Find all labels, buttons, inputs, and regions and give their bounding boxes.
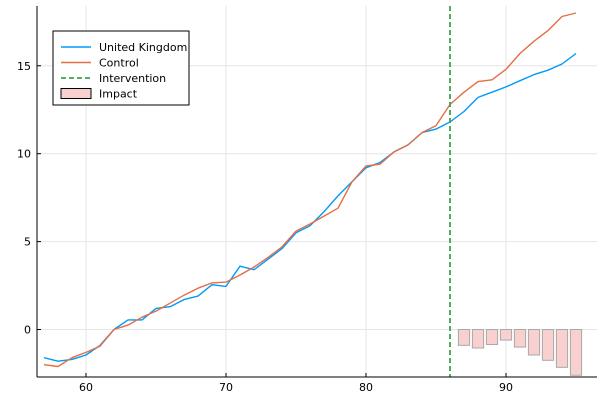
impact-bar [527,329,541,356]
legend-label: United Kingdom [99,41,187,54]
legend-label: Intervention [99,72,166,85]
y-tick-label: 10 [17,148,31,161]
y-tick-label: 0 [24,324,31,337]
uk-series-line [43,52,577,362]
impact-bar [457,329,471,346]
legend-label: Control [99,57,139,70]
y-tick-label: 15 [17,60,31,73]
impact-bar [513,329,527,348]
control-series-line [43,12,577,368]
x-tick-label: 80 [359,381,373,394]
impact-bars [457,329,583,376]
x-tick-label: 70 [219,381,233,394]
legend: United Kingdom Control Intervention Impact [52,30,190,106]
legend-label: Impact [99,88,138,101]
impact-bar [485,329,499,345]
impact-bar [541,329,555,361]
impact-bar [471,329,485,349]
tick-labels: 60 70 80 90 0 5 10 15 [17,60,513,394]
y-tick-label: 5 [24,236,31,249]
impact-bar [555,329,569,368]
impact-bar [569,329,583,376]
x-tick-label: 90 [499,381,513,394]
axes [36,6,597,378]
series-lines [43,6,577,377]
impact-bar [499,329,513,341]
legend-swatch-impact [60,88,92,99]
x-tick-label: 60 [79,381,93,394]
